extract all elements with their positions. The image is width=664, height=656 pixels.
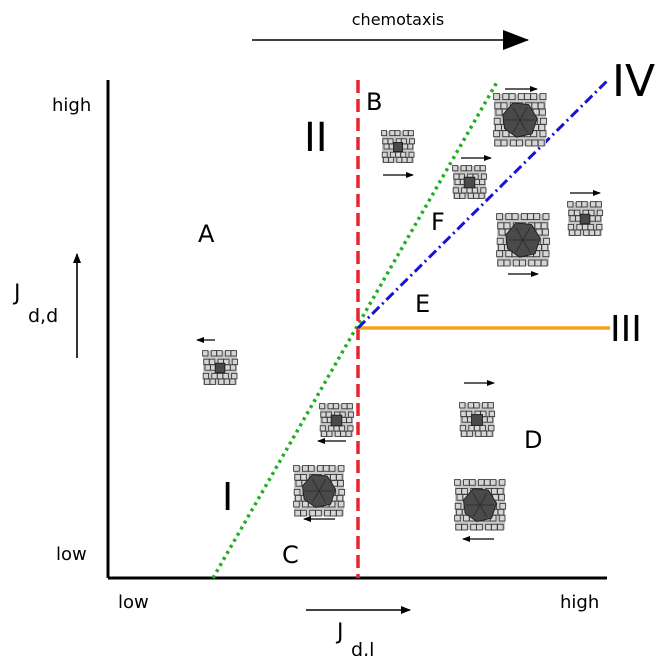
line-IV-label: IV bbox=[612, 56, 655, 107]
single-cell-cluster-icon bbox=[381, 130, 416, 163]
region-D-label: D bbox=[524, 426, 542, 454]
x-low-label: low bbox=[118, 592, 149, 613]
large-cell-cluster-icon bbox=[496, 213, 551, 267]
region-A-label: A bbox=[198, 220, 215, 248]
x-high-label: high bbox=[560, 592, 599, 613]
region-B-label: B bbox=[366, 88, 382, 116]
small-cell-cluster-icon bbox=[459, 402, 496, 437]
y-low-label: low bbox=[56, 544, 87, 565]
y-axis-label-main: J bbox=[12, 281, 21, 306]
line-III-label: III bbox=[610, 309, 642, 350]
single-cell-cluster-icon bbox=[202, 350, 239, 385]
region-F-label: F bbox=[431, 208, 445, 236]
single-cell-cluster-icon bbox=[567, 201, 604, 236]
y-high-label: high bbox=[52, 95, 91, 116]
large-cell-cluster-icon bbox=[493, 93, 548, 147]
x-axis-label-sub: d,l bbox=[351, 639, 374, 656]
x-axis-label-main: J bbox=[335, 620, 344, 645]
small-cell-cluster-icon bbox=[319, 403, 355, 437]
boundary-line-I bbox=[211, 81, 499, 579]
large-cell-cluster-icon bbox=[293, 465, 346, 517]
line-I-label: I bbox=[222, 475, 233, 519]
region-E-label: E bbox=[415, 290, 430, 318]
cell-cluster-icons bbox=[196, 86, 604, 542]
small-cell-cluster-icon bbox=[452, 165, 488, 199]
chemotaxis-label: chemotaxis bbox=[352, 10, 444, 29]
region-C-label: C bbox=[282, 541, 299, 569]
large-cell-cluster-icon bbox=[454, 479, 507, 531]
line-II-label: II bbox=[304, 115, 328, 161]
y-axis-label-sub: d,d bbox=[28, 305, 58, 327]
